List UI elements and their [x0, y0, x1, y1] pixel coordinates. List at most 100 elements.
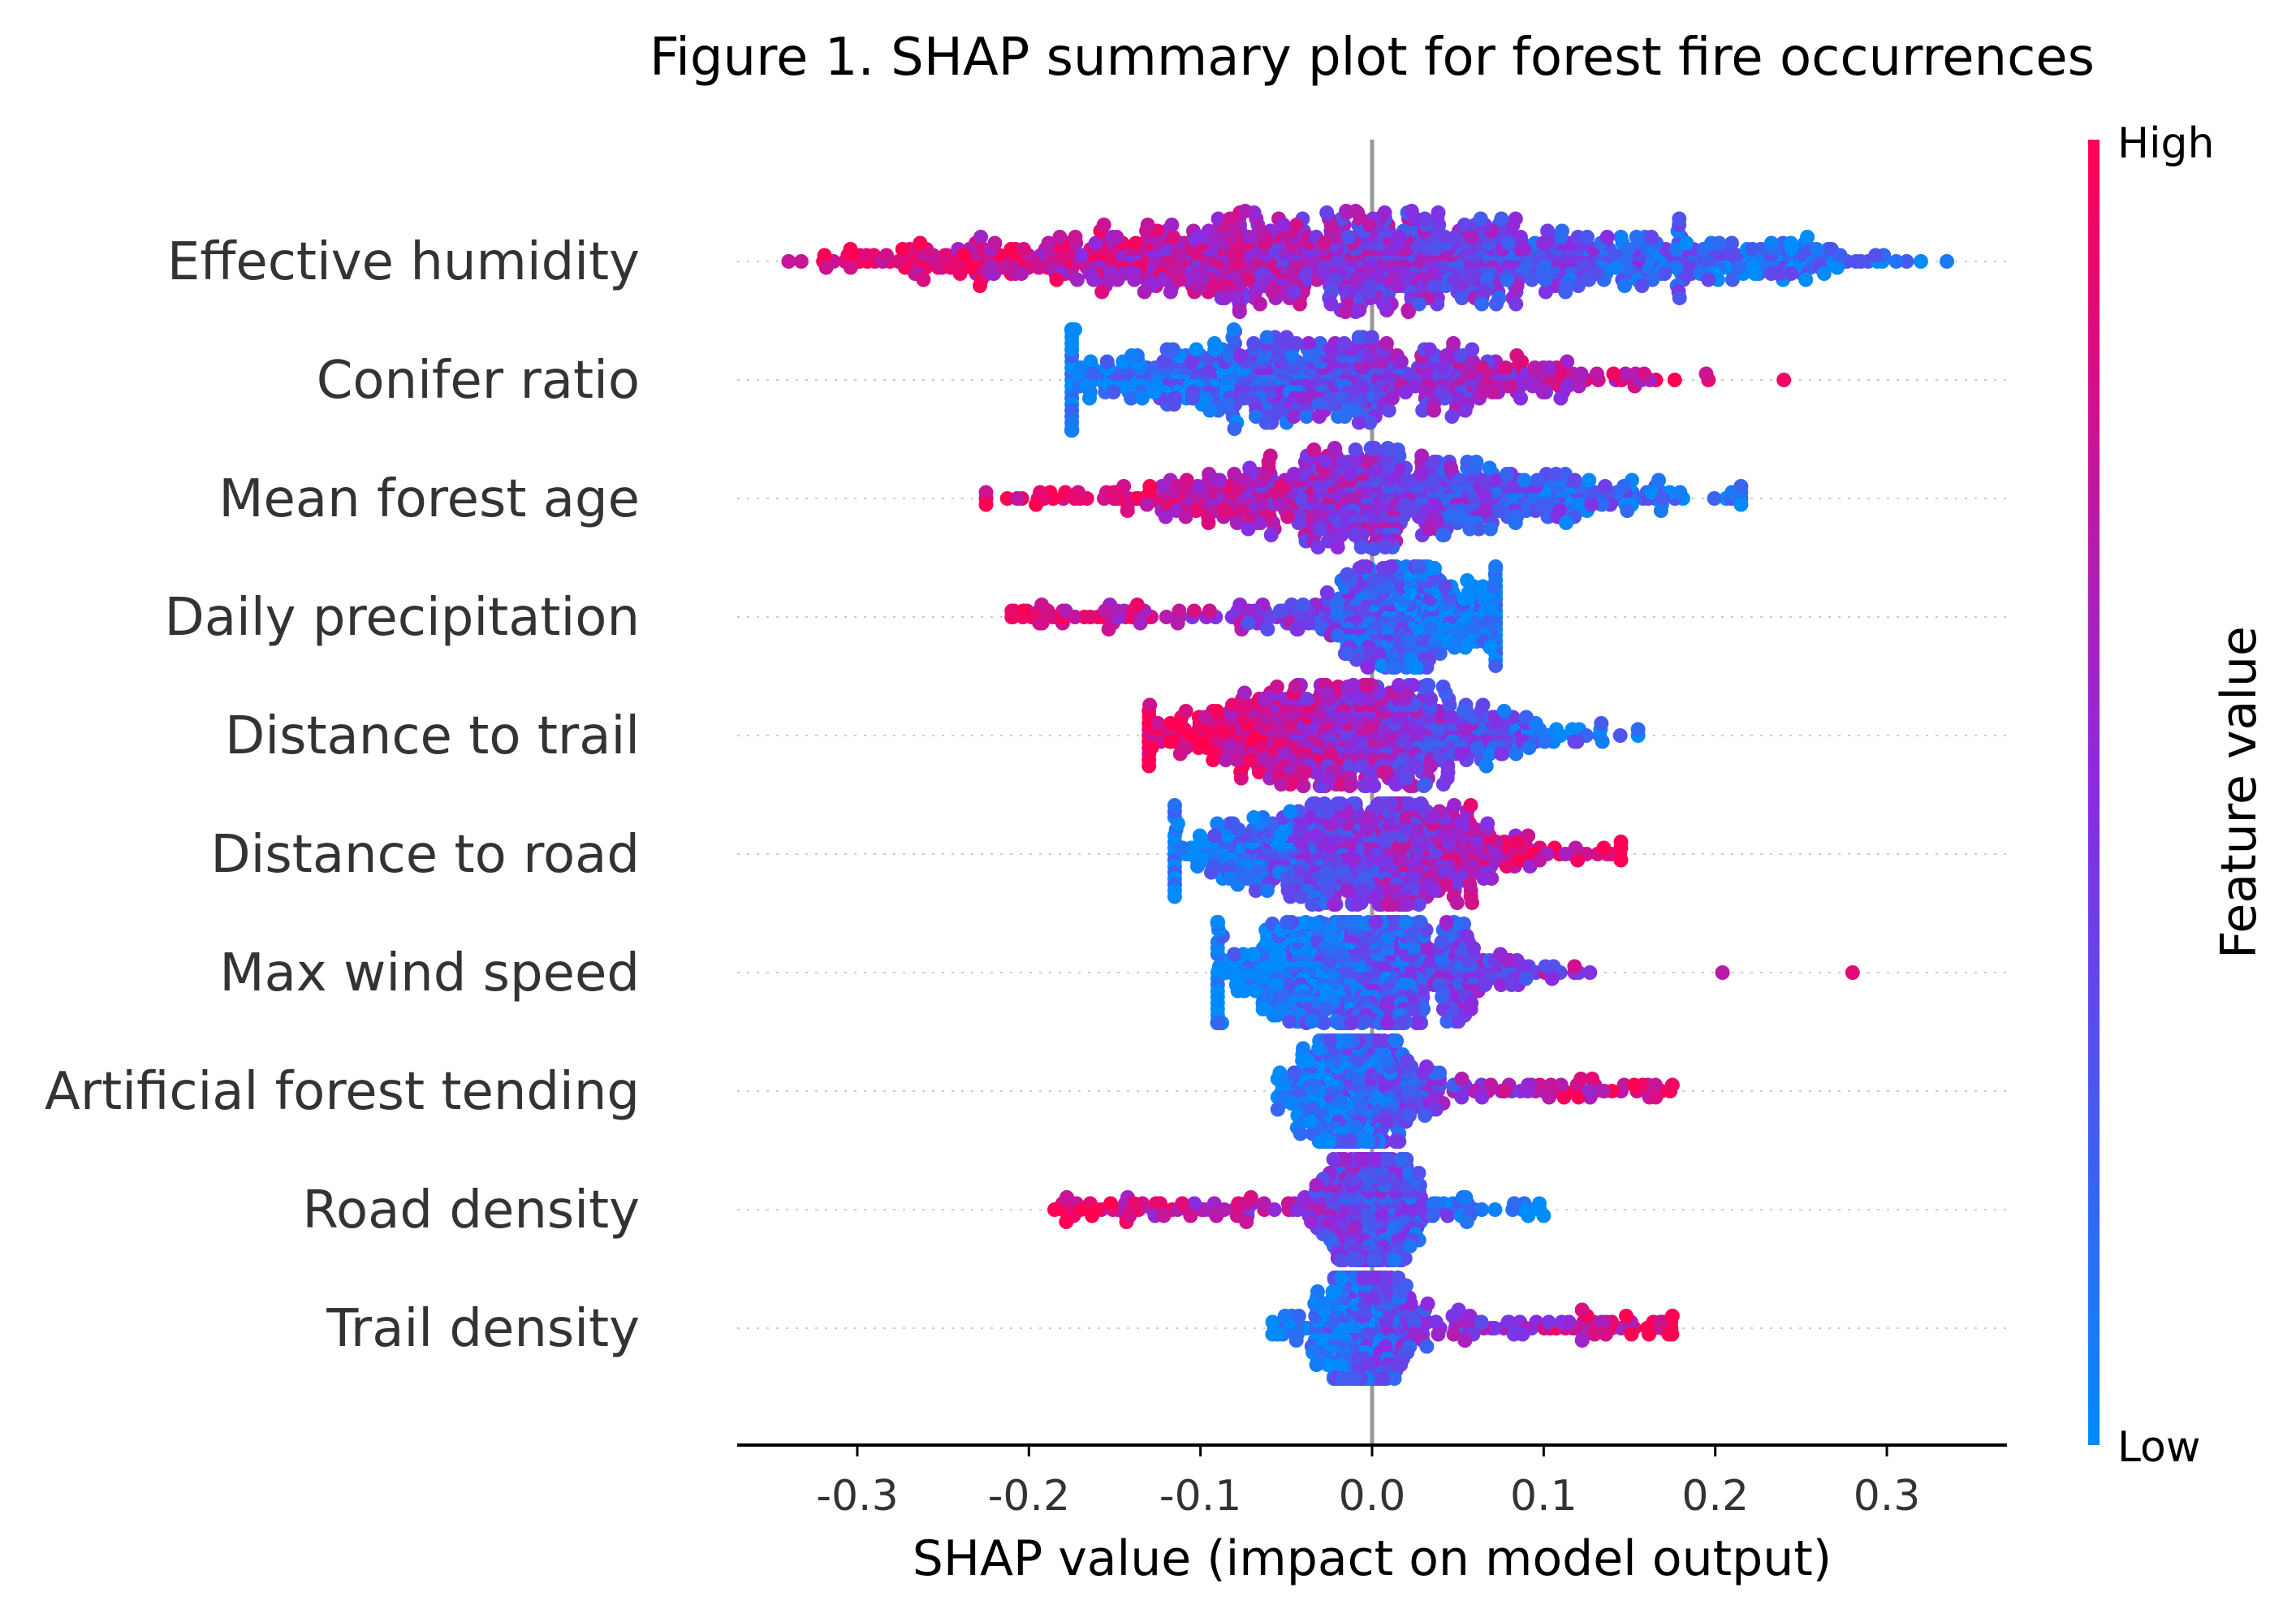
shap-point: [1361, 810, 1376, 825]
shap-point: [1460, 573, 1475, 588]
shap-point: [1439, 915, 1454, 930]
shap-point: [1286, 409, 1301, 424]
shap-point: [1163, 284, 1178, 300]
shap-point: [1457, 218, 1472, 232]
shap-point: [1178, 704, 1193, 718]
shap-point: [1099, 354, 1115, 369]
shap-point: [1202, 403, 1218, 418]
shap-point: [1316, 235, 1331, 251]
shap-point: [1353, 540, 1369, 554]
shap-point: [1451, 1014, 1466, 1029]
shap-point: [1394, 1016, 1409, 1030]
shap-point: [1413, 796, 1429, 811]
shap-point: [1376, 765, 1391, 779]
shap-point: [1465, 342, 1480, 357]
shap-point: [891, 254, 906, 269]
shap-point: [1327, 441, 1342, 455]
shap-point: [1192, 828, 1207, 843]
shap-point: [1158, 509, 1173, 524]
shap-point: [1503, 378, 1518, 394]
shap-point: [1218, 753, 1233, 767]
shap-point: [1380, 897, 1396, 912]
shap-point: [1175, 840, 1190, 856]
shap-point: [1619, 260, 1634, 275]
shap-point: [1280, 509, 1295, 524]
shap-point: [1150, 716, 1166, 731]
shap-point: [1202, 603, 1217, 619]
shap-point: [1567, 472, 1582, 488]
shap-point: [1227, 421, 1242, 436]
shap-point: [1437, 230, 1452, 244]
shap-point: [1178, 509, 1193, 524]
shap-point: [1466, 941, 1481, 956]
shap-point: [1360, 660, 1375, 675]
shap-point: [1344, 915, 1359, 930]
shap-point: [1049, 272, 1064, 287]
shap-point: [1668, 260, 1684, 275]
shap-point: [1271, 403, 1286, 418]
shap-point: [1560, 354, 1575, 369]
shap-point: [1582, 472, 1597, 488]
shap-point: [1246, 810, 1262, 825]
shap-point: [1496, 704, 1512, 718]
shap-point: [1612, 728, 1628, 743]
shap-point: [1482, 521, 1498, 537]
shap-point: [1088, 235, 1103, 251]
shap-point: [1535, 497, 1551, 512]
shap-point: [1613, 852, 1629, 868]
shap-point: [1283, 804, 1298, 819]
shap-point: [978, 497, 994, 512]
shap-point: [1342, 779, 1357, 793]
shap-point: [1488, 559, 1504, 574]
shap-point: [1256, 692, 1271, 706]
shap-point: [1629, 230, 1644, 244]
shap-point: [1404, 652, 1419, 667]
shap-point: [1517, 242, 1532, 257]
shap-point: [1307, 796, 1323, 811]
shap-point: [1142, 697, 1158, 713]
shap-point: [1052, 230, 1068, 244]
feature-label: Distance to road: [210, 825, 640, 885]
shap-point: [1456, 704, 1471, 718]
shap-point: [1129, 598, 1145, 612]
shap-point: [1379, 1016, 1395, 1030]
shap-point: [1306, 442, 1322, 457]
shap-point: [1613, 230, 1629, 244]
shap-point: [1553, 390, 1569, 406]
shap-point: [1232, 304, 1247, 319]
shap-point: [1399, 770, 1414, 786]
shap-point: [1617, 278, 1633, 293]
shap-point: [1366, 779, 1382, 793]
shap-point: [1067, 491, 1082, 506]
shap-point: [1380, 441, 1396, 455]
shap-point: [1223, 211, 1237, 227]
shap-point: [1313, 521, 1328, 537]
shap-point: [1041, 235, 1056, 251]
shap-point: [1337, 409, 1353, 424]
shap-point: [1320, 804, 1336, 819]
shap-point: [1241, 230, 1256, 244]
shap-point: [1344, 1016, 1359, 1030]
shap-point: [1348, 442, 1363, 457]
shap-point: [1469, 455, 1484, 469]
shap-point: [1555, 223, 1569, 239]
shap-point: [1711, 235, 1727, 251]
shap-point: [1383, 796, 1399, 811]
shap-point: [1004, 603, 1020, 619]
shap-point: [1362, 284, 1378, 300]
shap-point: [1165, 342, 1180, 357]
shap-point: [1448, 272, 1463, 287]
shap-point: [1501, 235, 1516, 251]
shap-point: [1747, 266, 1763, 281]
shap-point: [1189, 342, 1204, 357]
shap-point: [1362, 218, 1377, 232]
shap-point: [1014, 266, 1029, 281]
shap-point: [1236, 390, 1252, 406]
shap-point: [1222, 871, 1237, 886]
shap-point: [1413, 467, 1429, 481]
shap-point: [859, 248, 874, 263]
shap-point: [1170, 615, 1185, 631]
shap-point: [1613, 835, 1629, 849]
shap-point: [1133, 615, 1148, 631]
shap-point: [1237, 685, 1252, 701]
